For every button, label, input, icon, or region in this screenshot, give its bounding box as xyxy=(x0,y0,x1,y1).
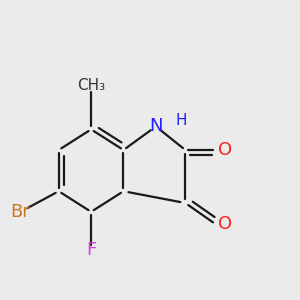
Text: F: F xyxy=(86,241,96,259)
Text: O: O xyxy=(218,214,232,232)
Text: Br: Br xyxy=(11,203,30,221)
Text: N: N xyxy=(149,117,163,135)
Text: O: O xyxy=(218,141,232,159)
Text: CH₃: CH₃ xyxy=(77,78,105,93)
Text: H: H xyxy=(175,113,187,128)
